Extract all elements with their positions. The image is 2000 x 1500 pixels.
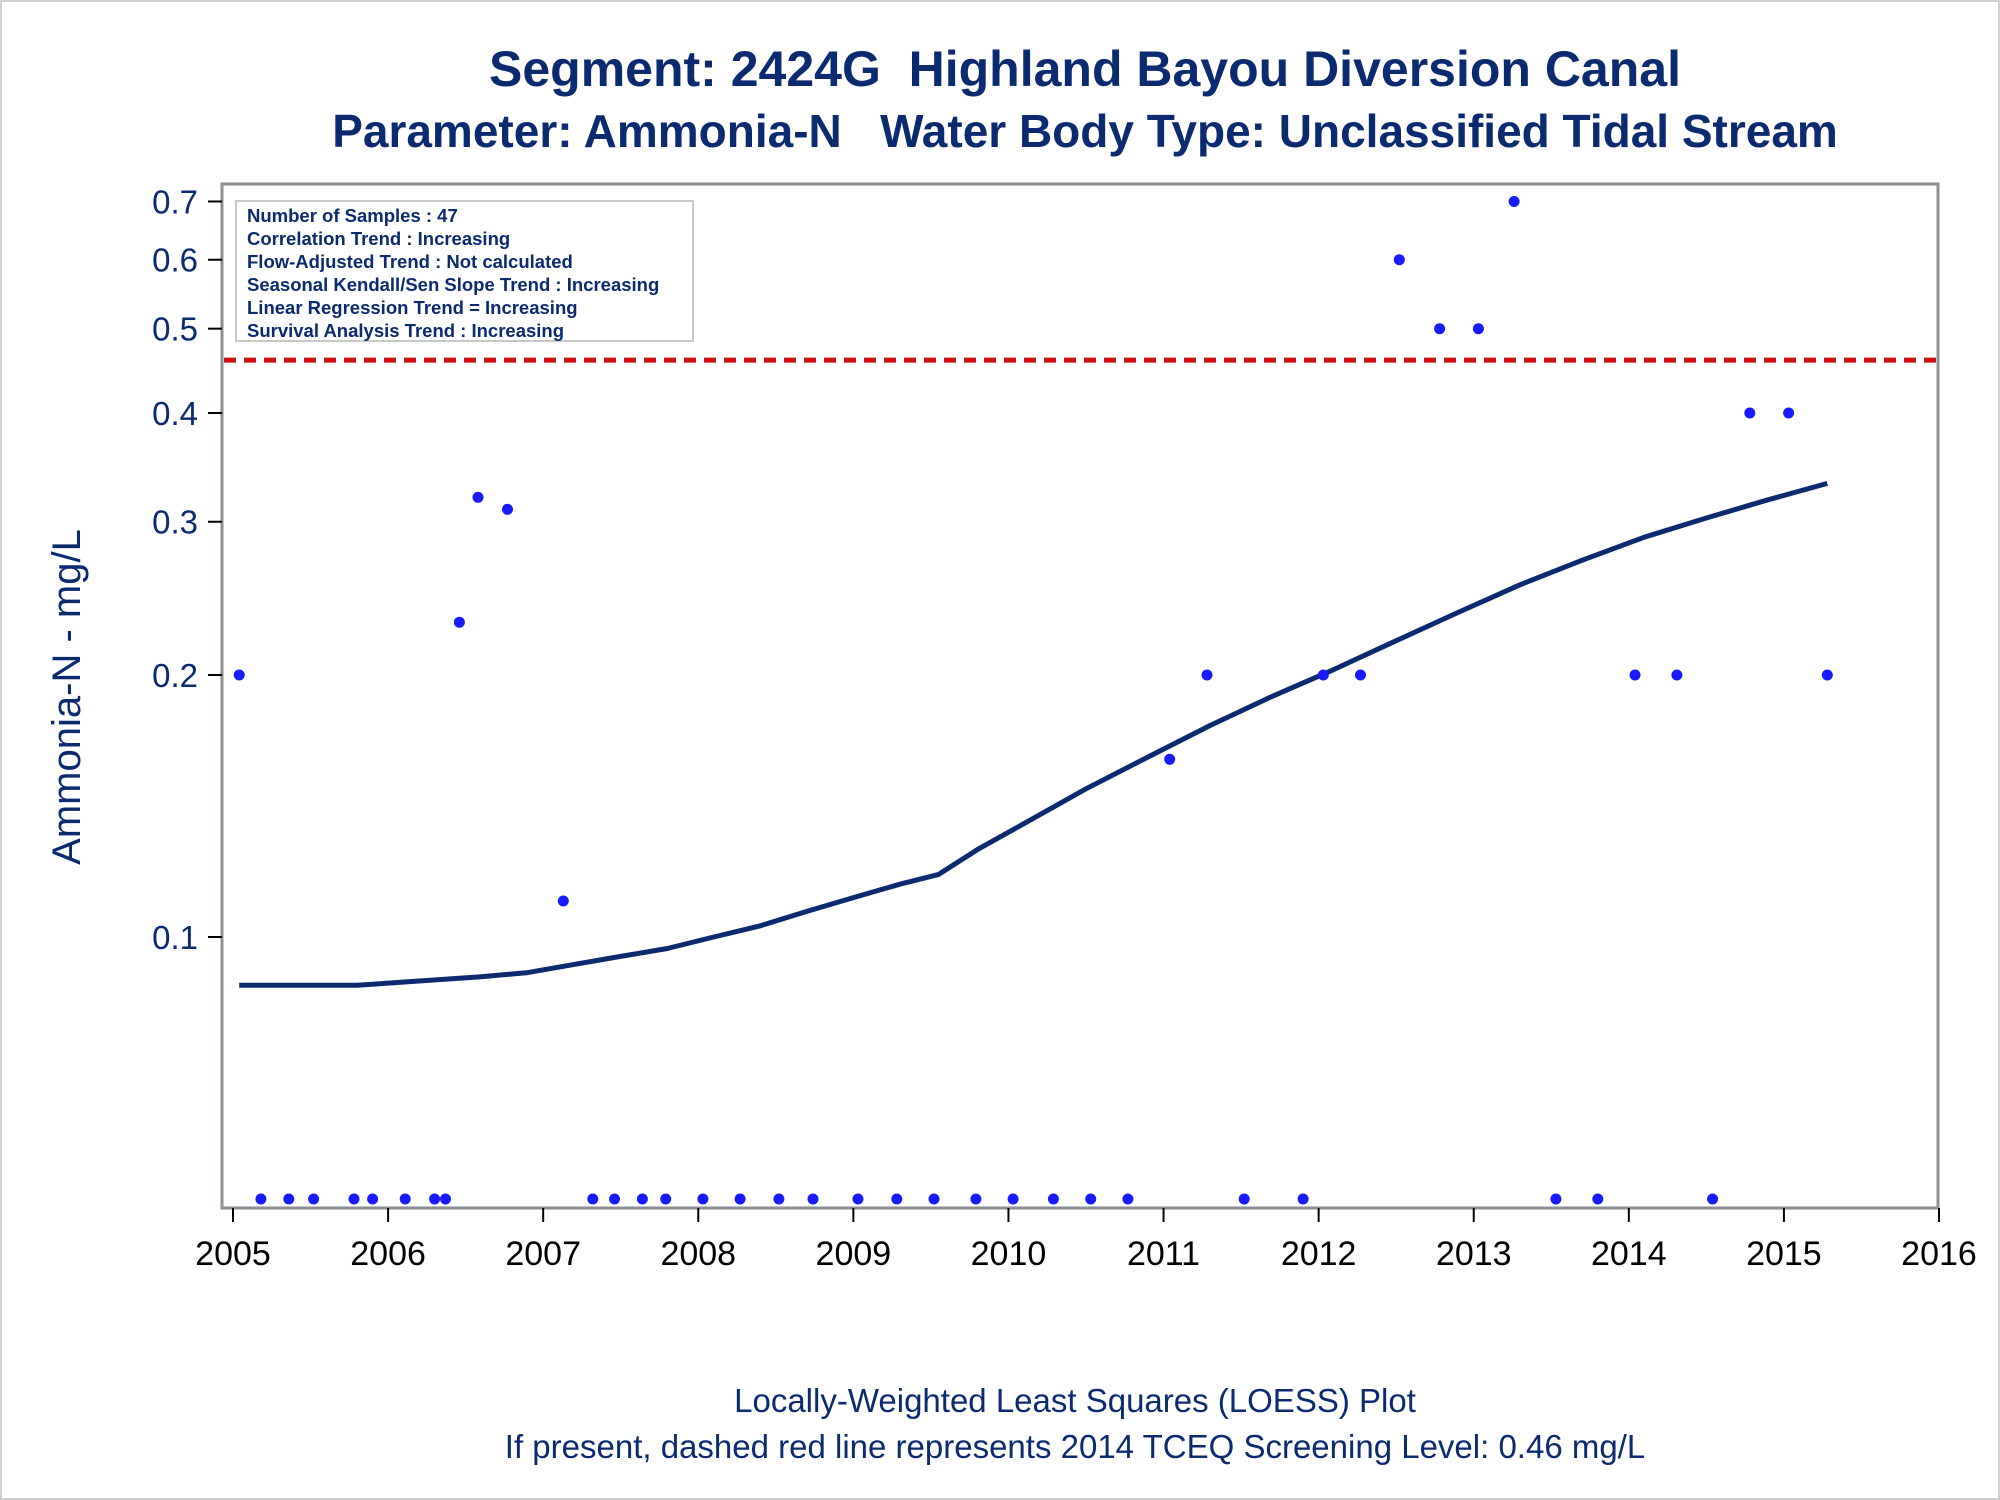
chart-title: Segment: 2424G Highland Bayou Diversion … bbox=[489, 41, 1681, 97]
data-point-2 bbox=[255, 1193, 267, 1205]
x-tick-label-2011: 2011 bbox=[1127, 1235, 1200, 1273]
data-point-46 bbox=[1783, 407, 1795, 419]
loess-curve-layer bbox=[239, 480, 1828, 988]
y-tick-label-0.6: 0.6 bbox=[152, 242, 198, 279]
x-tick-label-2007: 2007 bbox=[505, 1235, 581, 1273]
data-point-8 bbox=[429, 1193, 441, 1205]
data-point-26 bbox=[1007, 1193, 1019, 1205]
axes-layer: 2005 2006 2007 2008 2009 2010 2011 2012 2013 2014… bbox=[152, 183, 1977, 1273]
data-point-42 bbox=[1629, 669, 1641, 681]
data-point-16 bbox=[636, 1193, 648, 1205]
data-point-29 bbox=[1122, 1193, 1134, 1205]
data-point-31 bbox=[1201, 669, 1213, 681]
data-point-10 bbox=[453, 616, 465, 628]
y-tick-label-0.4: 0.4 bbox=[152, 395, 198, 432]
y-tick-label-0.7: 0.7 bbox=[152, 183, 198, 220]
data-point-28 bbox=[1085, 1193, 1097, 1205]
trend-info-box: Number of Samples : 47 Correlation Trend… bbox=[235, 200, 694, 342]
data-point-47 bbox=[1821, 669, 1833, 681]
x-tick-label-2006: 2006 bbox=[350, 1235, 426, 1273]
data-point-1 bbox=[233, 669, 245, 681]
data-point-13 bbox=[557, 895, 569, 907]
data-point-22 bbox=[852, 1193, 864, 1205]
data-point-40 bbox=[1550, 1193, 1562, 1205]
data-point-9 bbox=[440, 1193, 451, 1205]
info-survival-analysis-trend: Survival Analysis Trend : Increasing bbox=[247, 320, 564, 341]
data-point-30 bbox=[1164, 753, 1176, 765]
info-samples: Number of Samples : 47 bbox=[247, 205, 458, 226]
data-point-36 bbox=[1393, 254, 1405, 266]
y-axis-label: Ammonia-N - mg/L bbox=[45, 529, 89, 865]
data-points-layer bbox=[233, 196, 1833, 1205]
plot-area bbox=[220, 182, 1940, 1210]
x-tick-label-2014: 2014 bbox=[1591, 1235, 1667, 1273]
x-tick-label-2009: 2009 bbox=[816, 1235, 892, 1273]
data-point-14 bbox=[587, 1193, 599, 1205]
data-point-44 bbox=[1707, 1193, 1719, 1205]
data-point-38 bbox=[1472, 323, 1484, 335]
data-point-4 bbox=[308, 1193, 320, 1205]
data-point-18 bbox=[697, 1193, 709, 1205]
data-point-39 bbox=[1508, 196, 1520, 207]
data-point-11 bbox=[472, 491, 484, 503]
x-tick-label-2010: 2010 bbox=[971, 1235, 1047, 1273]
data-point-17 bbox=[660, 1193, 672, 1205]
data-point-19 bbox=[734, 1193, 746, 1205]
data-point-33 bbox=[1297, 1193, 1309, 1205]
data-point-43 bbox=[1671, 669, 1683, 681]
x-tick-label-2012: 2012 bbox=[1281, 1235, 1357, 1273]
footnote-screening-level: If present, dashed red line represents 2… bbox=[504, 1428, 1646, 1465]
plot-frame bbox=[220, 182, 1940, 1210]
data-point-25 bbox=[970, 1193, 982, 1205]
info-linear-regression-trend: Linear Regression Trend = Increasing bbox=[247, 297, 578, 318]
data-point-23 bbox=[891, 1193, 903, 1205]
y-tick-label-0.3: 0.3 bbox=[152, 504, 198, 541]
footnote-loess: Locally-Weighted Least Squares (LOESS) P… bbox=[734, 1382, 1416, 1419]
data-point-37 bbox=[1434, 323, 1446, 335]
x-tick-label-2008: 2008 bbox=[660, 1235, 736, 1273]
data-point-6 bbox=[367, 1193, 379, 1205]
info-seasonal-kendall-trend: Seasonal Kendall/Sen Slope Trend : Incre… bbox=[247, 274, 659, 295]
info-correlation-trend: Correlation Trend : Increasing bbox=[247, 228, 510, 249]
data-point-12 bbox=[502, 503, 513, 515]
x-tick-label-2016: 2016 bbox=[1901, 1235, 1977, 1273]
info-box-frame bbox=[235, 200, 694, 342]
y-tick-label-0.1: 0.1 bbox=[152, 919, 198, 956]
data-point-34 bbox=[1317, 669, 1329, 681]
data-point-41 bbox=[1592, 1193, 1604, 1205]
data-point-32 bbox=[1238, 1193, 1250, 1205]
x-tick-label-2013: 2013 bbox=[1436, 1235, 1512, 1273]
data-point-45 bbox=[1744, 407, 1756, 419]
y-tick-label-0.2: 0.2 bbox=[152, 657, 198, 694]
info-flow-adjusted-trend: Flow-Adjusted Trend : Not calculated bbox=[247, 251, 573, 272]
data-point-35 bbox=[1355, 669, 1366, 681]
data-point-3 bbox=[283, 1193, 295, 1205]
data-point-20 bbox=[773, 1193, 785, 1205]
data-point-7 bbox=[399, 1193, 411, 1205]
data-point-15 bbox=[609, 1193, 620, 1205]
loess-curve bbox=[239, 480, 1828, 988]
data-point-5 bbox=[348, 1193, 360, 1205]
y-tick-label-0.5: 0.5 bbox=[152, 311, 198, 348]
data-point-24 bbox=[928, 1193, 940, 1205]
data-point-27 bbox=[1047, 1193, 1059, 1205]
chart-subtitle: Parameter: Ammonia-N Water Body Type: Un… bbox=[332, 105, 1838, 157]
x-tick-label-2005: 2005 bbox=[195, 1235, 271, 1273]
data-point-21 bbox=[807, 1193, 819, 1205]
x-tick-label-2015: 2015 bbox=[1746, 1235, 1822, 1273]
